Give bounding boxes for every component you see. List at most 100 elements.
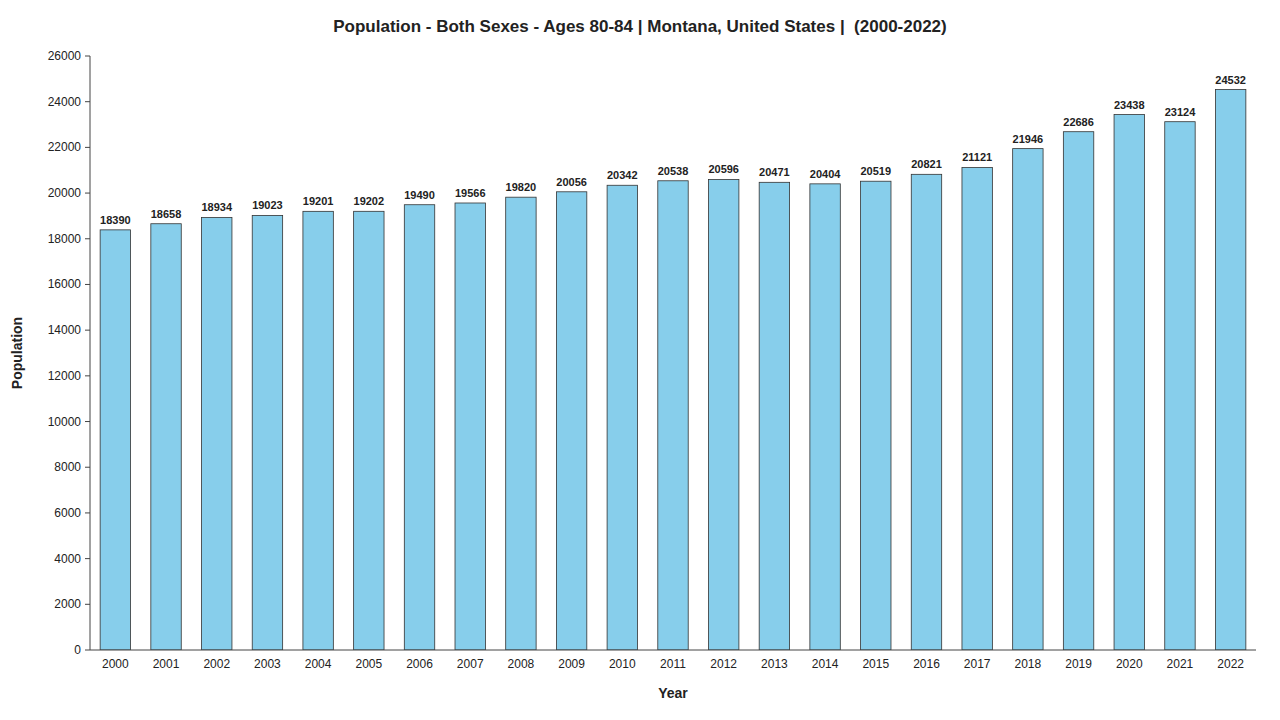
- bar: [962, 167, 992, 650]
- x-tick-label: 2011: [660, 657, 686, 671]
- data-label: 19202: [354, 195, 385, 207]
- x-tick-label: 2005: [355, 657, 382, 671]
- x-tick-label: 2016: [913, 657, 940, 671]
- bar: [202, 217, 232, 650]
- x-tick-label: 2017: [964, 657, 991, 671]
- y-tick-label: 8000: [54, 460, 81, 474]
- axes: 0200040006000800010000120001400016000180…: [48, 49, 1256, 671]
- y-tick: [85, 512, 90, 513]
- data-label: 19490: [404, 189, 435, 201]
- bar: [708, 179, 738, 650]
- y-tick: [85, 558, 90, 559]
- x-tick-label: 2019: [1065, 657, 1092, 671]
- x-tick-label: 2022: [1217, 657, 1244, 671]
- y-tick: [85, 238, 90, 239]
- data-label: 20596: [708, 163, 739, 175]
- x-axis-label: Year: [658, 685, 688, 701]
- y-tick: [85, 147, 90, 148]
- y-tick-label: 16000: [48, 277, 82, 291]
- y-tick: [85, 330, 90, 331]
- x-tick-label: 2020: [1116, 657, 1143, 671]
- bar: [911, 174, 941, 650]
- x-tick-label: 2006: [406, 657, 433, 671]
- x-tick-label: 2001: [153, 657, 180, 671]
- y-tick-label: 2000: [54, 597, 81, 611]
- data-label: 20538: [658, 165, 689, 177]
- y-tick: [85, 467, 90, 468]
- bar: [1114, 115, 1144, 650]
- x-tick-label: 2003: [254, 657, 281, 671]
- bar: [1063, 132, 1093, 650]
- data-label: 19023: [252, 199, 283, 211]
- x-tick-label: 2008: [508, 657, 535, 671]
- data-label: 20404: [810, 168, 841, 180]
- data-label: 18934: [201, 201, 232, 213]
- bar: [759, 182, 789, 650]
- data-label: 20342: [607, 169, 638, 181]
- y-tick: [85, 284, 90, 285]
- bar: [455, 203, 485, 650]
- x-axis-line: [90, 650, 1256, 651]
- data-label: 20821: [911, 158, 942, 170]
- x-tick-label: 2012: [710, 657, 737, 671]
- y-tick-label: 20000: [48, 186, 82, 200]
- data-label: 19566: [455, 187, 486, 199]
- bar: [252, 215, 282, 650]
- data-label: 20519: [860, 165, 891, 177]
- y-tick-label: 10000: [48, 415, 82, 429]
- y-axis-line: [90, 56, 91, 650]
- y-tick-label: 24000: [48, 95, 82, 109]
- x-tick-label: 2000: [102, 657, 129, 671]
- y-tick: [85, 650, 90, 651]
- bar: [1013, 149, 1043, 650]
- bar: [151, 224, 181, 650]
- y-tick: [85, 604, 90, 605]
- bar: [303, 211, 333, 650]
- bar: [861, 181, 891, 650]
- data-label: 21946: [1013, 133, 1044, 145]
- y-axis-label: Population: [9, 317, 25, 389]
- data-label: 20056: [556, 176, 587, 188]
- bars: [100, 90, 1246, 650]
- x-tick-label: 2009: [558, 657, 585, 671]
- title: Population - Both Sexes - Ages 80-84 | M…: [333, 17, 946, 36]
- y-tick: [85, 56, 90, 57]
- x-tick-label: 2018: [1015, 657, 1042, 671]
- bar: [100, 230, 130, 650]
- bar: [1165, 122, 1195, 650]
- bar: [658, 181, 688, 650]
- y-tick-label: 12000: [48, 369, 82, 383]
- y-tick-label: 4000: [54, 552, 81, 566]
- y-tick: [85, 101, 90, 102]
- y-tick-label: 14000: [48, 323, 82, 337]
- x-tick-label: 2015: [862, 657, 889, 671]
- bar: [556, 192, 586, 650]
- y-tick-label: 18000: [48, 232, 82, 246]
- bar: [354, 211, 384, 650]
- data-label: 20471: [759, 166, 790, 178]
- data-label: 18390: [100, 214, 131, 226]
- y-tick: [85, 375, 90, 376]
- x-tick-label: 2021: [1167, 657, 1194, 671]
- data-label: 23124: [1165, 106, 1196, 118]
- data-label: 19820: [506, 181, 537, 193]
- data-label: 21121: [962, 151, 992, 163]
- y-tick-label: 6000: [54, 506, 81, 520]
- x-tick-label: 2004: [305, 657, 332, 671]
- data-label: 24532: [1215, 74, 1246, 86]
- x-tick-label: 2002: [203, 657, 230, 671]
- bar: [607, 185, 637, 650]
- chart: 18390 18658 18934 19023 19201 19202 19490 19566…: [0, 0, 1280, 720]
- y-tick-label: 22000: [48, 140, 82, 154]
- x-tick-label: 2014: [812, 657, 839, 671]
- x-tick-label: 2007: [457, 657, 484, 671]
- data-label: 19201: [303, 195, 334, 207]
- data-label: 18658: [151, 208, 182, 220]
- y-tick: [85, 421, 90, 422]
- data-label: 23438: [1114, 99, 1145, 111]
- data-label: 22686: [1063, 116, 1094, 128]
- x-tick-label: 2013: [761, 657, 788, 671]
- bar: [506, 197, 536, 650]
- y-tick: [85, 193, 90, 194]
- y-tick-label: 26000: [48, 49, 82, 63]
